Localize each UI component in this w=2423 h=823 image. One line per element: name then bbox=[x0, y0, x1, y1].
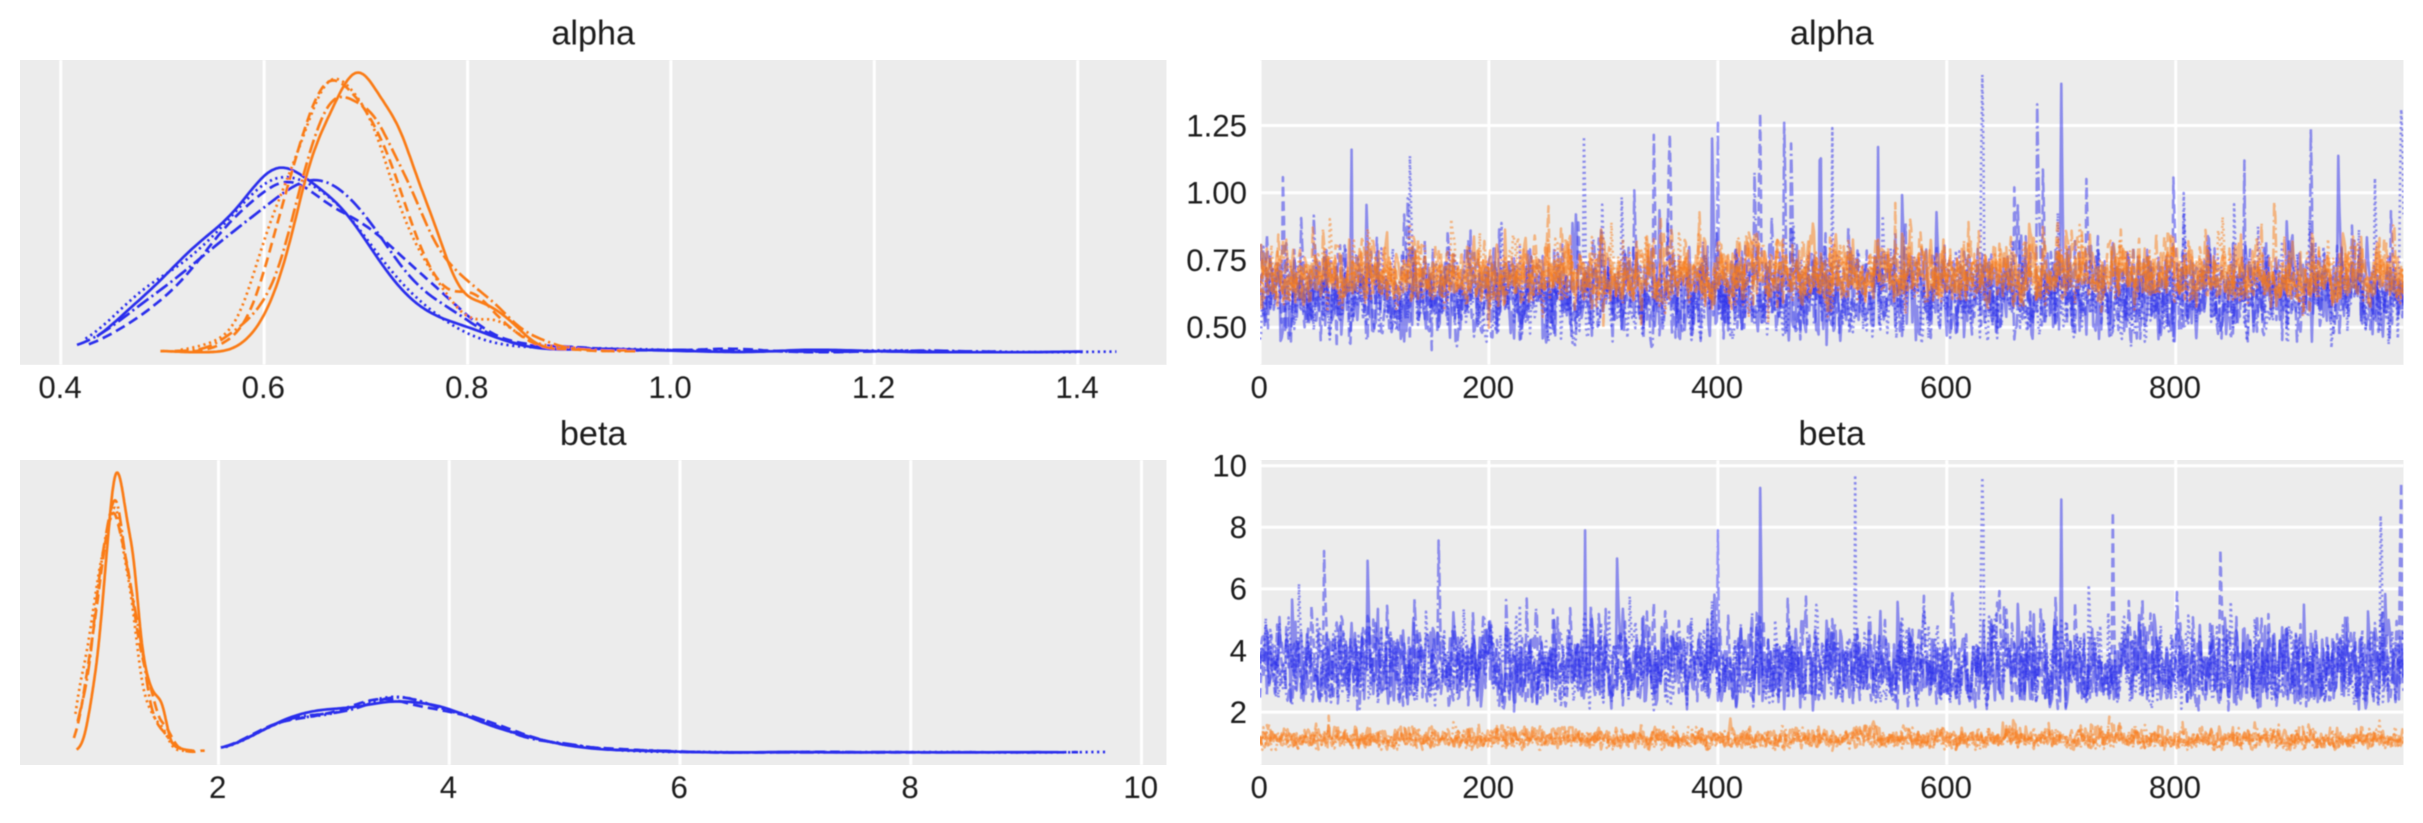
svg-text:beta: beta bbox=[1799, 415, 1867, 453]
svg-text:0: 0 bbox=[1251, 770, 1268, 805]
svg-text:beta: beta bbox=[560, 415, 628, 453]
svg-text:0: 0 bbox=[1251, 370, 1268, 405]
svg-text:2: 2 bbox=[1230, 695, 1247, 730]
svg-text:alpha: alpha bbox=[1790, 15, 1875, 53]
svg-text:0.75: 0.75 bbox=[1186, 243, 1247, 278]
svg-text:400: 400 bbox=[1691, 370, 1743, 405]
svg-text:1.0: 1.0 bbox=[648, 370, 691, 405]
svg-text:4: 4 bbox=[1230, 633, 1247, 668]
svg-text:4: 4 bbox=[440, 770, 457, 805]
svg-text:800: 800 bbox=[2149, 370, 2201, 405]
svg-text:800: 800 bbox=[2149, 770, 2201, 805]
svg-text:200: 200 bbox=[1462, 770, 1514, 805]
svg-text:600: 600 bbox=[1920, 770, 1972, 805]
svg-text:10: 10 bbox=[1123, 770, 1158, 805]
svg-text:600: 600 bbox=[1920, 370, 1972, 405]
svg-text:1.2: 1.2 bbox=[852, 370, 895, 405]
svg-text:8: 8 bbox=[1230, 510, 1247, 545]
svg-text:6: 6 bbox=[1230, 572, 1247, 607]
svg-text:0.50: 0.50 bbox=[1186, 310, 1247, 345]
svg-text:200: 200 bbox=[1462, 370, 1514, 405]
svg-text:8: 8 bbox=[901, 770, 918, 805]
svg-text:0.4: 0.4 bbox=[38, 370, 81, 405]
svg-text:6: 6 bbox=[671, 770, 688, 805]
svg-text:2: 2 bbox=[209, 770, 226, 805]
svg-text:1.25: 1.25 bbox=[1186, 108, 1247, 143]
svg-text:0.8: 0.8 bbox=[445, 370, 488, 405]
svg-text:alpha: alpha bbox=[551, 15, 636, 53]
svg-text:0.6: 0.6 bbox=[242, 370, 285, 405]
svg-text:1.00: 1.00 bbox=[1186, 176, 1247, 211]
svg-text:1.4: 1.4 bbox=[1055, 370, 1098, 405]
svg-text:10: 10 bbox=[1212, 449, 1247, 484]
svg-text:400: 400 bbox=[1691, 770, 1743, 805]
